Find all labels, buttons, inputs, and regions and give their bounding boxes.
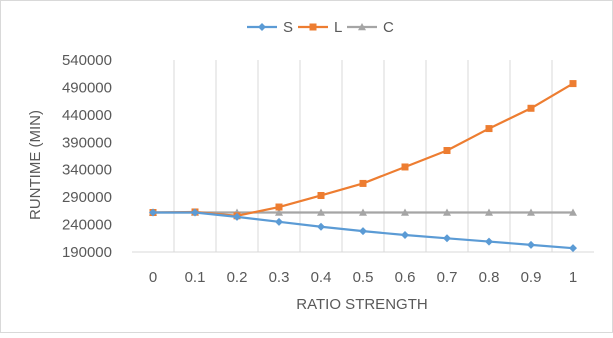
data-point-c (359, 208, 367, 216)
data-point-c (317, 208, 325, 216)
data-point-c (527, 208, 535, 216)
y-tick-label: 490000 (62, 79, 112, 96)
x-tick-label: 0.4 (311, 269, 332, 286)
data-point-l (443, 147, 451, 155)
data-point-s (485, 237, 493, 246)
x-tick-label: 0.5 (353, 269, 374, 286)
legend-marker-c (358, 23, 366, 31)
legend-label-s: S (283, 19, 293, 36)
data-point-s (149, 208, 157, 217)
data-point-l (275, 203, 283, 211)
data-point-s (527, 240, 535, 249)
x-tick-label: 0.2 (227, 269, 248, 286)
legend-marker-l (309, 23, 317, 31)
data-point-c (569, 208, 577, 216)
legend-label-l: L (334, 19, 342, 36)
x-tick-label: 0.9 (521, 269, 542, 286)
x-tick-label: 0.8 (479, 269, 500, 286)
data-point-s (443, 234, 451, 243)
data-point-c (485, 208, 493, 216)
data-point-s (191, 208, 199, 217)
series-s (149, 208, 577, 253)
data-point-l (401, 163, 409, 171)
data-point-s (317, 222, 325, 231)
x-axis-title: RATIO STRENGTH (296, 296, 427, 313)
data-point-l (527, 104, 535, 112)
legend-marker-s (258, 23, 266, 31)
gridlines (173, 60, 553, 252)
y-tick-label: 190000 (62, 244, 112, 261)
data-point-l (317, 191, 325, 199)
x-tick-label: 0.3 (269, 269, 290, 286)
data-point-c (275, 208, 283, 216)
legend-label-c: C (383, 19, 394, 36)
x-tick-label: 0 (149, 269, 157, 286)
data-point-s (275, 217, 283, 226)
axes: 190000 240000 290000 340000 390000 440000 4900… (62, 52, 594, 286)
data-point-s (401, 230, 409, 239)
data-point-c (401, 208, 409, 216)
x-tick-label: 0.6 (395, 269, 416, 286)
data-point-s (569, 244, 577, 253)
data-point-c (443, 208, 451, 216)
data-point-s (359, 227, 367, 236)
y-tick-label: 540000 (62, 52, 112, 69)
x-tick-label: 0.1 (185, 269, 206, 286)
x-tick-label: 1 (569, 269, 577, 286)
data-point-l (569, 80, 577, 88)
y-axis-title: RUNTIME (MIN) (27, 110, 44, 220)
y-tick-label: 290000 (62, 189, 112, 206)
y-tick-label: 390000 (62, 134, 112, 151)
series-layer (149, 80, 577, 253)
y-tick-label: 240000 (62, 217, 112, 234)
data-point-l (359, 179, 367, 187)
x-tick-label: 0.7 (437, 269, 458, 286)
y-tick-label: 440000 (62, 107, 112, 124)
data-point-s (233, 212, 241, 221)
data-point-l (485, 125, 493, 133)
y-tick-label: 340000 (62, 162, 112, 179)
